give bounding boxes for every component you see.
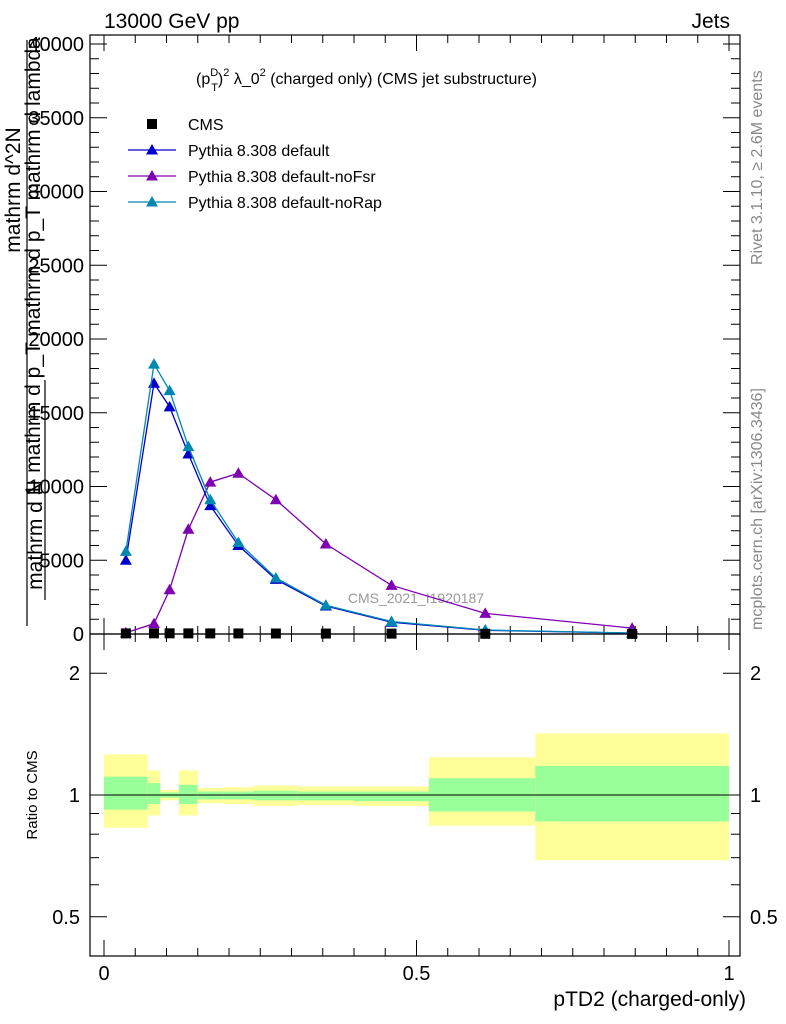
cms-data-point	[164, 628, 175, 639]
series-point	[148, 358, 160, 369]
series-point	[385, 579, 398, 590]
series-point	[204, 476, 217, 487]
ratio-inner-band	[354, 791, 429, 802]
x-axis-label: pTD2 (charged-only)	[553, 988, 746, 1011]
main-y-tick-label: 15000	[28, 403, 84, 425]
main-y-tick-label: 20000	[28, 329, 84, 351]
ratio-inner-band	[179, 784, 198, 805]
plot-title: (pD T)2 λ_02 (charged only) (CMS jet subs…	[196, 67, 537, 94]
ratio-inner-band	[147, 783, 161, 805]
main-y-tick-label: 40000	[28, 34, 84, 56]
series-point	[204, 493, 217, 505]
legend-marker	[146, 144, 158, 155]
series-point	[269, 493, 282, 505]
ratio-x-axis: 0 0.5 1	[98, 634, 735, 985]
legend-entry: Pythia 8.308 default	[128, 143, 330, 160]
series-point	[148, 617, 160, 629]
legend-marker	[146, 196, 158, 207]
legend-marker	[147, 119, 157, 129]
energy-label: 13000 GeV pp	[104, 10, 239, 33]
series-point	[319, 538, 332, 549]
y-label-numerator: 1	[22, 484, 45, 496]
process-label: Jets	[691, 10, 730, 33]
y-label-outer-numerator: mathrm d^2N	[2, 127, 25, 252]
main-y-tick-label: 25000	[28, 255, 84, 277]
main-y-tick-label: 5000	[40, 550, 85, 572]
ratio-inner-band	[104, 776, 148, 810]
ratio-plot-panel: 0.5 0.51 12 2 0 0.5 1 Ratio to CMS pTD2 (char…	[24, 633, 778, 1011]
legend-entry: Pythia 8.308 default-noFsr	[128, 169, 376, 186]
main-y-axis: 0 5000 10000 15000 20000 25000 30000 35000 40000	[28, 34, 740, 646]
x-tick-label: 0	[98, 963, 109, 985]
mcplots-label: mcplots.cern.ch [arXiv:1306.3436]	[749, 388, 766, 630]
y-label-outer-denominator: mathrm d p_T mathrm d p_T mathrm d lambd…	[22, 37, 45, 473]
legend-label: Pythia 8.308 default	[188, 143, 330, 160]
analysis-watermark: CMS_2021_I1920187	[348, 590, 484, 606]
main-y-tick-label: 35000	[28, 108, 84, 130]
ratio-y-tick-label-right: 0.5	[750, 907, 778, 929]
ratio-inner-band	[535, 765, 729, 822]
ratio-y-axis: 0.5 0.5 1 1 2 2	[52, 663, 778, 929]
legend-marker	[146, 170, 158, 181]
series-point	[182, 440, 195, 452]
main-y-axis-label: 1 mathrm d N mathrm d p_T mathrm d p_T m…	[2, 37, 47, 626]
series-point	[269, 571, 282, 583]
rivet-label: Rivet 3.1.10, ≥ 2.6M events	[749, 70, 766, 265]
ratio-bands	[104, 733, 729, 861]
ratio-y-tick-label-right: 2	[750, 663, 761, 685]
main-plot-panel: 0 5000 10000 15000 20000 25000 30000 35000 40000…	[28, 34, 741, 646]
legend-label: Pythia 8.308 default-noFsr	[188, 169, 376, 186]
series-point	[119, 554, 132, 565]
cms-data-point	[183, 628, 194, 639]
legend-label: Pythia 8.308 default-noRap	[188, 195, 382, 212]
series-point	[163, 583, 176, 595]
ratio-y-tick-label: 2	[69, 663, 80, 685]
series-point	[479, 607, 492, 618]
series-point	[148, 377, 160, 388]
ratio-y-tick-label-right: 1	[750, 785, 761, 807]
legend-entry: CMS	[147, 117, 224, 134]
x-tick-label: 1	[723, 963, 734, 985]
series-point	[163, 384, 176, 396]
cms-data-point	[149, 628, 159, 639]
x-tick-label: 0.5	[403, 963, 431, 985]
ratio-inner-band	[297, 791, 354, 801]
ratio-y-tick-label: 1	[69, 785, 80, 807]
main-y-tick-label: 30000	[28, 182, 84, 204]
series-point	[232, 467, 245, 478]
legend-entry: Pythia 8.308 default-noRap	[128, 195, 382, 212]
y-label-denominator: mathrm d N	[24, 480, 47, 590]
series-point	[232, 536, 245, 548]
series-point	[385, 615, 398, 626]
series-2	[119, 467, 639, 638]
main-y-tick-label: 0	[73, 624, 84, 646]
series-point	[319, 599, 332, 610]
series-point	[182, 448, 195, 459]
series-point	[182, 523, 195, 534]
ratio-y-tick-label: 0.5	[52, 907, 80, 929]
series-point	[119, 545, 132, 556]
ratio-inner-band	[254, 790, 298, 801]
series-line	[125, 472, 633, 634]
series-point	[204, 499, 217, 511]
legend-label: CMS	[188, 117, 224, 134]
main-y-tick-label: 10000	[28, 477, 84, 499]
legend: CMS Pythia 8.308 default Pythia 8.308 defa…	[128, 117, 382, 212]
ratio-y-label: Ratio to CMS	[24, 750, 41, 839]
series-point	[163, 400, 176, 412]
